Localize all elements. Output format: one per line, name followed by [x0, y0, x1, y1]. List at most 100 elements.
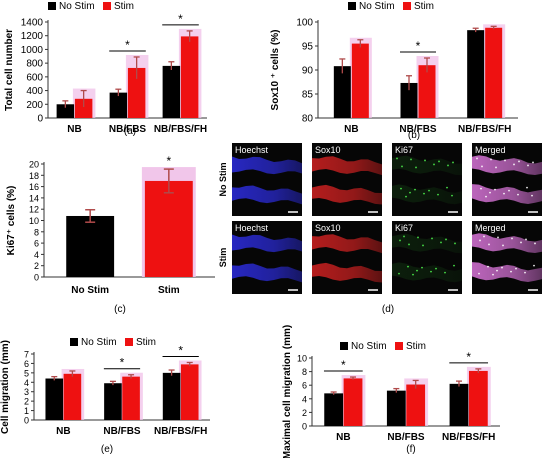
x-tick-label: NB/FBS/FH: [458, 124, 511, 135]
cell-dot: [487, 265, 489, 268]
channel-label: Ki67: [395, 223, 413, 233]
cell-dot: [415, 166, 417, 169]
cell-dot: [501, 266, 503, 269]
cell-dot: [398, 272, 400, 275]
x-tick-label: No Stim: [71, 285, 109, 296]
y-axis-label: Ki67⁺ cells (%): [6, 186, 17, 256]
panel-label: (a): [124, 126, 136, 137]
micrograph-tile: [392, 143, 462, 216]
tissue-band: [472, 233, 542, 254]
bar-stim: [144, 180, 193, 277]
channel-label: Sox10: [315, 145, 341, 155]
y-tick-label: 7: [24, 350, 29, 360]
cell-dot: [422, 244, 424, 247]
y-tick-label: 10: [297, 354, 307, 364]
x-tick-label: NB: [344, 124, 358, 135]
cell-dot: [490, 158, 492, 161]
cell-dot: [400, 187, 402, 190]
cell-dot: [533, 264, 535, 267]
cell-dot: [437, 193, 439, 196]
cell-dot: [440, 241, 442, 244]
bar-nostim: [386, 390, 406, 426]
cell-dot: [504, 159, 506, 162]
cell-dot: [401, 165, 403, 168]
tissue-band: [392, 155, 462, 176]
cell-dot: [414, 188, 416, 191]
y-tick-label: 90: [302, 66, 314, 77]
y-tick-label: 1200: [21, 31, 44, 42]
cell-dot: [502, 244, 504, 247]
y-tick-label: 0: [37, 114, 43, 125]
cell-dot: [431, 237, 433, 240]
cell-dot: [524, 271, 526, 274]
bar-stim: [468, 370, 488, 426]
y-tick-label: 14: [29, 193, 39, 203]
bar-stim: [122, 376, 140, 420]
x-tick-label: NB/FBS: [103, 426, 141, 437]
cell-dot: [497, 236, 499, 239]
cell-dot: [492, 273, 494, 276]
significance-star: *: [120, 356, 125, 370]
legend-label-nostim: No Stim: [59, 1, 95, 12]
cell-dot: [489, 191, 491, 194]
cell-dot: [412, 273, 414, 276]
cell-dot: [518, 160, 520, 163]
tissue-band: [312, 156, 382, 176]
y-tick-label: 4: [24, 378, 29, 388]
legend-swatch-nostim: [348, 2, 356, 10]
cell-dot: [478, 272, 480, 275]
y-tick-label: 800: [26, 59, 43, 70]
y-tick-label: 8: [34, 227, 39, 237]
cell-dot: [446, 186, 448, 189]
y-tick-label: 18: [29, 171, 39, 181]
y-tick-label: 3: [24, 387, 29, 397]
cell-dot: [510, 270, 512, 273]
y-tick-label: 100: [296, 18, 313, 29]
cell-dot: [416, 269, 418, 272]
cell-dot: [435, 267, 437, 270]
cell-dot: [438, 160, 440, 163]
micrograph-tile: [392, 221, 462, 294]
micrograph-tile: [232, 143, 302, 216]
channel-label: Ki67: [395, 145, 413, 155]
significance-star: *: [178, 12, 183, 26]
y-tick-label: 1000: [21, 45, 44, 56]
legend-label-nostim: No Stim: [81, 337, 117, 348]
cell-dot: [430, 270, 432, 273]
micrograph-row-label: No Stim: [218, 162, 228, 196]
channel-label: Hoechst: [235, 145, 269, 155]
legend-label-stim: Stim: [406, 341, 426, 352]
bar-stim: [351, 43, 369, 118]
y-axis-label: Maximal cell migration (mm): [282, 325, 293, 458]
y-tick-label: 5: [24, 368, 29, 378]
cell-dot: [408, 243, 410, 246]
legend-swatch-nostim: [70, 338, 78, 346]
cell-dot: [534, 242, 536, 245]
panel-label: (c): [114, 304, 126, 315]
cell-dot: [481, 165, 483, 168]
bar-nostim: [56, 104, 75, 118]
y-axis-label: Cell migration (mm): [0, 340, 11, 434]
cell-dot: [399, 239, 401, 242]
channel-label: Sox10: [315, 223, 341, 233]
significance-star: *: [466, 350, 471, 364]
bar-stim: [485, 27, 503, 118]
y-tick-label: 95: [302, 42, 314, 53]
cell-dot: [444, 271, 446, 274]
bar-nostim: [400, 82, 418, 118]
tissue-band: [392, 233, 462, 254]
bar-stim: [180, 364, 199, 420]
y-tick-label: 0: [34, 273, 39, 283]
cell-dot: [483, 235, 485, 238]
bar-no-stim: [66, 215, 115, 277]
cell-dot: [480, 187, 482, 190]
legend-swatch-stim: [125, 338, 133, 346]
bar-stim: [127, 67, 146, 118]
channel-label: Hoechst: [235, 223, 269, 233]
cell-dot: [428, 189, 430, 192]
y-tick-label: 1: [24, 406, 29, 416]
cell-dot: [520, 241, 522, 244]
cell-dot: [407, 265, 409, 268]
